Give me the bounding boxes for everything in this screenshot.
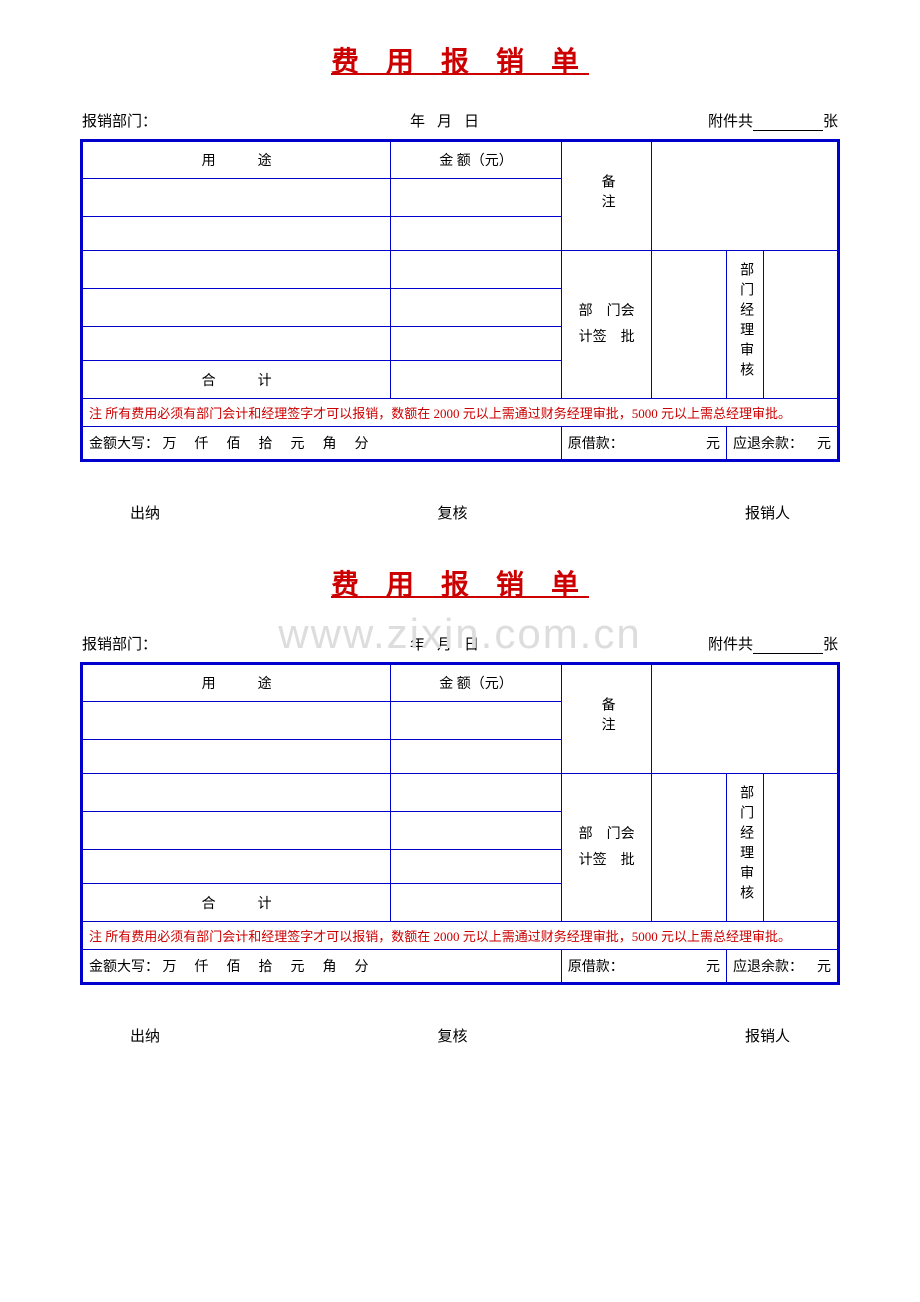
- dept-mgr-sign: [764, 251, 839, 399]
- unit-yuan: 元: [291, 433, 305, 453]
- cashier-label: 出纳: [130, 502, 160, 523]
- amount-cell-1: [391, 702, 562, 740]
- attachment-label: 附件共 张: [658, 110, 838, 131]
- purpose-cell-2: [82, 740, 391, 774]
- expense-table: 用 途 金 额（元） 备注 部 门会 计签 批 部门经理审核 合 计 注 所有费…: [80, 662, 840, 985]
- day-label: 日: [464, 114, 491, 130]
- month-label: 月: [437, 114, 464, 130]
- total-amount: [391, 361, 562, 399]
- amount-cell-5: [391, 327, 562, 361]
- unit-qian: 仟: [195, 956, 209, 976]
- total-label: 合 计: [82, 884, 391, 922]
- header-row: 报销部门： 年月日 附件共 张: [80, 633, 840, 654]
- refund-amount: 应退余款： 元: [727, 427, 839, 461]
- expense-form-2: 费 用 报 销 单 报销部门： 年月日 附件共 张 用 途 金 额（元） 备注 部…: [80, 563, 840, 1046]
- unit-shi: 拾: [259, 433, 273, 453]
- col-amount-header: 金 额（元）: [391, 141, 562, 179]
- department-label: 报销部门：: [82, 633, 362, 654]
- unit-yuan: 元: [291, 956, 305, 976]
- purpose-cell-4: [82, 289, 391, 327]
- unit-jiao: 角: [323, 956, 337, 976]
- reviewer-label: 复核: [437, 502, 467, 523]
- unit-fen: 分: [355, 433, 369, 453]
- amount-chinese: 金额大写： 万 仟 佰 拾 元 角 分: [82, 427, 562, 461]
- amount-cell-4: [391, 289, 562, 327]
- form-title: 费 用 报 销 单: [80, 563, 840, 603]
- attach-blank: [753, 639, 823, 654]
- dept-acct-label: 部 门会 计签 批: [561, 251, 652, 399]
- purpose-cell-4: [82, 812, 391, 850]
- unit-bai: 佰: [227, 956, 241, 976]
- dept-acct-label: 部 门会 计签 批: [561, 774, 652, 922]
- col-remark-header: 备注: [561, 664, 652, 774]
- attach-suffix: 张: [823, 114, 838, 130]
- purpose-cell-5: [82, 850, 391, 884]
- dept-mgr-label: 部门经理审核: [727, 251, 764, 399]
- original-loan: 原借款： 元: [561, 427, 726, 461]
- date-label: 年月日: [410, 633, 610, 654]
- footer-signatures: 出纳 复核 报销人: [80, 502, 840, 523]
- total-label: 合 计: [82, 361, 391, 399]
- department-label: 报销部门：: [82, 110, 362, 131]
- year-label: 年: [410, 637, 437, 653]
- attach-prefix: 附件共: [708, 114, 753, 130]
- purpose-cell-3: [82, 251, 391, 289]
- attach-blank: [753, 116, 823, 131]
- cashier-label: 出纳: [130, 1025, 160, 1046]
- attachment-label: 附件共 张: [658, 633, 838, 654]
- footer-signatures: 出纳 复核 报销人: [80, 1025, 840, 1046]
- dept-mgr-sign: [764, 774, 839, 922]
- attach-suffix: 张: [823, 637, 838, 653]
- amount-caps-label: 金额大写：: [89, 437, 159, 452]
- purpose-cell-1: [82, 702, 391, 740]
- unit-shi: 拾: [259, 956, 273, 976]
- unit-wan: 万: [163, 956, 177, 976]
- claimant-label: 报销人: [745, 502, 790, 523]
- col-remark-header: 备注: [561, 141, 652, 251]
- note-text: 注 所有费用必须有部门会计和经理签字才可以报销，数额在 2000 元以上需通过财…: [82, 399, 839, 427]
- unit-bai: 佰: [227, 433, 241, 453]
- attach-prefix: 附件共: [708, 637, 753, 653]
- amount-cell-3: [391, 251, 562, 289]
- amount-cell-5: [391, 850, 562, 884]
- remark-area: [652, 141, 839, 251]
- purpose-cell-5: [82, 327, 391, 361]
- note-text: 注 所有费用必须有部门会计和经理签字才可以报销，数额在 2000 元以上需通过财…: [82, 922, 839, 950]
- date-label: 年月日: [410, 110, 610, 131]
- amount-cell-2: [391, 217, 562, 251]
- dept-mgr-label: 部门经理审核: [727, 774, 764, 922]
- amount-chinese: 金额大写： 万 仟 佰 拾 元 角 分: [82, 950, 562, 984]
- unit-qian: 仟: [195, 433, 209, 453]
- unit-fen: 分: [355, 956, 369, 976]
- dept-acct-sign: [652, 251, 727, 399]
- header-row: 报销部门： 年月日 附件共 张: [80, 110, 840, 131]
- expense-table: 用 途 金 额（元） 备注 部 门会 计签 批 部门经理审核 合 计 注 所有费…: [80, 139, 840, 462]
- amount-cell-2: [391, 740, 562, 774]
- amount-caps-label: 金额大写：: [89, 960, 159, 975]
- form-title: 费 用 报 销 单: [80, 40, 840, 80]
- col-amount-header: 金 额（元）: [391, 664, 562, 702]
- total-amount: [391, 884, 562, 922]
- col-purpose-header: 用 途: [82, 664, 391, 702]
- purpose-cell-2: [82, 217, 391, 251]
- amount-cell-1: [391, 179, 562, 217]
- refund-amount: 应退余款： 元: [727, 950, 839, 984]
- expense-form-1: 费 用 报 销 单 报销部门： 年月日 附件共 张 用 途 金 额（元） 备注 部…: [80, 40, 840, 523]
- year-label: 年: [410, 114, 437, 130]
- month-label: 月: [437, 637, 464, 653]
- purpose-cell-3: [82, 774, 391, 812]
- dept-acct-sign: [652, 774, 727, 922]
- unit-jiao: 角: [323, 433, 337, 453]
- original-loan: 原借款： 元: [561, 950, 726, 984]
- purpose-cell-1: [82, 179, 391, 217]
- remark-area: [652, 664, 839, 774]
- unit-wan: 万: [163, 433, 177, 453]
- claimant-label: 报销人: [745, 1025, 790, 1046]
- day-label: 日: [464, 637, 491, 653]
- amount-cell-4: [391, 812, 562, 850]
- amount-cell-3: [391, 774, 562, 812]
- reviewer-label: 复核: [437, 1025, 467, 1046]
- col-purpose-header: 用 途: [82, 141, 391, 179]
